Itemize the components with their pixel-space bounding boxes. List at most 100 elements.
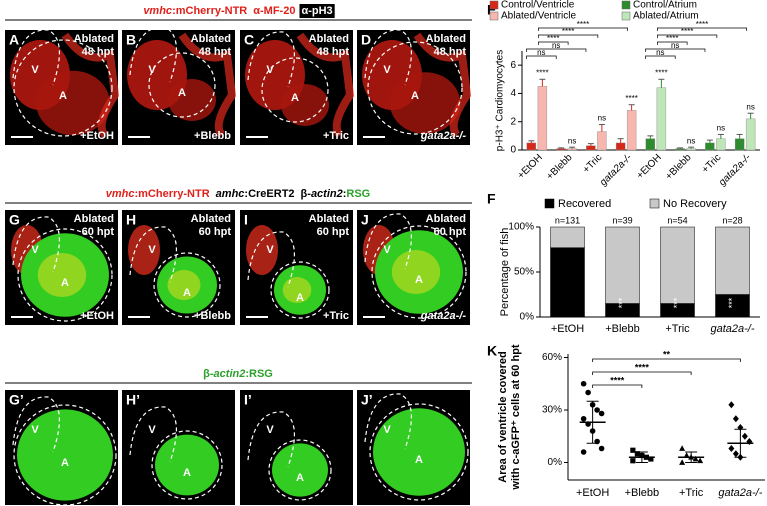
panel-treatment: +EtOH [80,310,114,322]
significance-label: **** [562,27,574,36]
ventricle-outline [364,213,413,270]
tissue-red [246,225,278,275]
bar [705,142,715,151]
significance-bracket [526,48,587,52]
panel-stage: Ablated [74,33,114,45]
chamber-label: V [31,64,39,76]
x-tick-label: gata2a-/- [718,487,762,499]
title-part: α-pH3 [301,5,332,17]
tissue-green [155,434,219,496]
bar [556,148,566,151]
title-badge [299,4,335,18]
chamber-label: A [59,90,67,102]
chamber-label: A [296,472,304,484]
tissue-green [272,443,328,497]
significance-bracket [592,371,692,375]
x-tick-label: +EtOH [635,152,664,181]
atrium-outline [369,403,469,501]
title-part: :mCherry-NTR [172,5,247,17]
atrium-outline [367,41,463,135]
ventricle-outline [129,26,178,83]
legend-swatch [621,0,631,10]
chamber-label: A [415,454,423,466]
significance-label: ns [656,48,664,57]
atrium-outline [17,228,113,322]
chamber-label: V [266,424,274,436]
point [679,445,686,451]
chamber-label: V [31,424,39,436]
legend-label: Ablated/Atrium [633,11,699,22]
tissue-yellow [282,277,312,303]
point [732,450,739,458]
chamber-label: A [183,287,191,299]
y-tick-label: 6 [510,60,516,71]
chamber-label: V [148,424,156,436]
row-title: vmhc:mCherry-NTR α-MF-20 α-pH3 [143,4,335,18]
significance-bracket [657,34,718,38]
x-tick-label: +Tric [581,152,604,175]
panel-treatment: +Blebb [194,130,231,142]
point [732,415,739,423]
bar-annotation: ns [687,136,695,145]
n-label: n=28 [722,215,742,225]
point [679,459,686,465]
panel-letter: H [126,212,136,228]
point [585,389,591,396]
atrium-outline [153,252,221,318]
bar [586,145,596,151]
panel-stage: Ablated [191,33,231,45]
panel-treatment: +Tric [323,130,349,142]
bar [745,118,756,151]
y-tick-label: 100% [508,222,534,233]
x-tick-label: +EtOH [516,152,545,181]
row-title: β-actin2:RSG [203,368,273,380]
legend-label: No Recovery [663,198,727,210]
title-part: :mCherry-NTR [134,188,209,200]
chamber-label: V [266,64,274,76]
significance-label: ** [663,349,671,359]
y-tick-label: 0 [510,145,516,156]
tissue [389,72,461,134]
atrium-outline [13,404,117,506]
atrium-outline [13,39,113,137]
y-axis-label: Percentage of fish [499,228,511,317]
tissue [36,70,110,136]
legend-label: Recovered [558,198,611,210]
x-tick-label: +EtOH [551,323,584,335]
title-part: amhc [216,188,245,200]
bar-segment [660,226,695,304]
significance-label: ns [552,41,560,50]
panel-letter: F [487,191,496,207]
ventricle-outline [364,393,413,450]
bar-segment [605,226,640,304]
inner-label: *** [617,297,627,308]
chamber-label: V [148,64,156,76]
chamber-label: A [411,90,419,102]
significance-label: **** [681,27,693,36]
panel-stage: Ablated [309,33,349,45]
chamber-label: A [291,92,299,104]
x-tick-label: +Blebb [625,487,660,499]
point [728,445,735,452]
bar [675,148,685,151]
chamber-label: A [296,292,304,304]
panel-treatment: gata2a-/- [420,130,467,142]
tissue-red [128,225,160,275]
y-tick-label: 0% [548,457,563,468]
bar [656,87,667,151]
panel-treatment: +Tric [323,310,349,322]
title-part: β- [301,188,312,200]
point [630,447,636,453]
ventricle-outline [12,216,61,273]
panel-letter: A [9,32,19,48]
point [741,432,748,440]
panel-stage: Ablated [309,213,349,225]
title-part: α-MF-20 [253,5,295,17]
bar-annotation: **** [536,68,548,77]
point [697,457,704,464]
